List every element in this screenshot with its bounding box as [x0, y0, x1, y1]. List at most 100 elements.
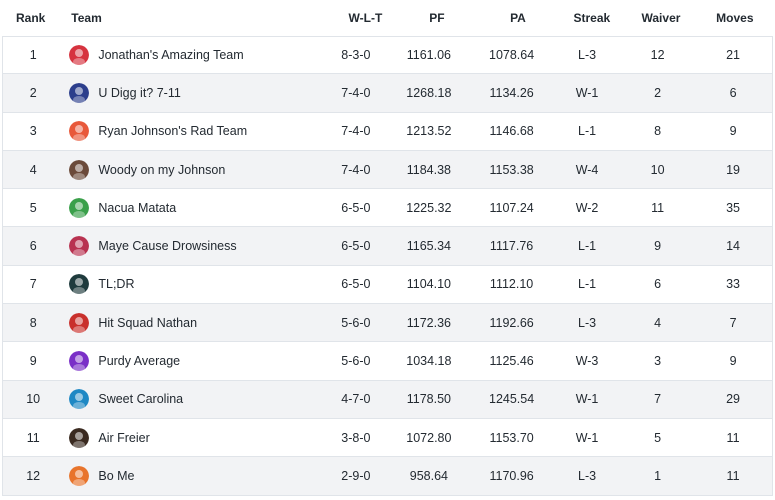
waiver-cell: 1: [654, 468, 662, 483]
swirl-logo-icon[interactable]: [69, 45, 90, 66]
team-cell: Ryan Johnson's Rad Team: [63, 121, 324, 142]
team-name-link[interactable]: Bo Me: [98, 468, 135, 483]
table-row: 9 Purdy Average 5-6-0 1034.18 1125.46 W-3 3 9: [2, 342, 773, 381]
panther-icon[interactable]: [69, 389, 90, 410]
rank-cell: 6: [29, 239, 37, 254]
streak-cell: W-1: [575, 430, 599, 445]
pa-cell: 1078.64: [489, 48, 535, 63]
streak-cell: W-1: [575, 85, 599, 100]
table-row: 8 Hit Squad Nathan 5-6-0 1172.36 1192.66 L-3 4…: [2, 304, 773, 343]
waiver-cell: 2: [654, 85, 662, 100]
rank-cell: 7: [29, 277, 37, 292]
wlt-cell: 7-4-0: [341, 124, 371, 139]
football-player-icon[interactable]: [69, 82, 90, 103]
waiver-cell: 10: [650, 162, 665, 177]
streak-cell: L-3: [578, 48, 597, 63]
header-streak[interactable]: Streak: [573, 11, 611, 25]
team-name-link[interactable]: U Digg it? 7-11: [98, 85, 181, 100]
team-cell: Purdy Average: [63, 351, 324, 372]
header-waiver[interactable]: Waiver: [641, 11, 681, 25]
player-photo-icon[interactable]: [69, 427, 90, 448]
team-name-link[interactable]: Air Freier: [98, 430, 150, 445]
pa-cell: 1153.70: [489, 430, 534, 445]
header-rank[interactable]: Rank: [16, 11, 46, 25]
moves-cell: 7: [729, 315, 737, 330]
rank-cell: 2: [29, 85, 37, 100]
foam-finger-icon[interactable]: [69, 121, 90, 142]
waiver-cell: 9: [654, 239, 662, 254]
pf-cell: 1178.50: [406, 392, 451, 407]
team-name-link[interactable]: Purdy Average: [98, 354, 181, 369]
person-photo-icon[interactable]: [69, 159, 90, 180]
waiver-cell: 5: [654, 430, 662, 445]
rank-cell: 1: [29, 48, 37, 63]
wlt-cell: 7-4-0: [341, 162, 371, 177]
header-pa[interactable]: PA: [510, 11, 526, 25]
pa-cell: 1107.24: [489, 200, 534, 215]
pa-cell: 1170.96: [489, 468, 534, 483]
pf-cell: 1161.06: [406, 48, 451, 63]
streak-cell: W-4: [575, 162, 599, 177]
header-moves[interactable]: Moves: [716, 11, 754, 25]
team-name-link[interactable]: Sweet Carolina: [98, 392, 184, 407]
rank-cell: 12: [26, 468, 41, 483]
team-cell: Hit Squad Nathan: [63, 312, 324, 333]
streak-cell: L-1: [578, 124, 597, 139]
rank-cell: 4: [29, 162, 37, 177]
rank-cell: 11: [26, 430, 40, 445]
purple-logo-icon[interactable]: [69, 351, 90, 372]
table-row: 5 Nacua Matata 6-5-0 1225.32 1107.24 W-2 11 35: [2, 189, 773, 228]
table-row: 12 Bo Me 2-9-0 958.64 1170.96 L-3 1 11: [2, 457, 773, 496]
header-pf[interactable]: PF: [429, 11, 445, 25]
wlt-cell: 6-5-0: [341, 200, 371, 215]
pf-cell: 1034.18: [406, 354, 452, 369]
jaguar-icon[interactable]: [69, 274, 90, 295]
team-cell: Sweet Carolina: [63, 389, 324, 410]
pa-cell: 1125.46: [489, 354, 534, 369]
waiver-cell: 4: [654, 315, 662, 330]
table-row: 10 Sweet Carolina 4-7-0 1178.50 1245.54 W-1 7 2…: [2, 380, 773, 419]
waiver-cell: 12: [650, 48, 665, 63]
header-team[interactable]: Team: [71, 11, 102, 25]
pa-cell: 1112.10: [489, 277, 534, 292]
team-name-link[interactable]: Woody on my Johnson: [98, 162, 226, 177]
team-cell: Nacua Matata: [63, 197, 324, 218]
rank-cell: 8: [29, 315, 37, 330]
table-row: 4 Woody on my Johnson 7-4-0 1184.38 1153.38 W…: [2, 150, 773, 190]
rank-cell: 5: [29, 200, 37, 215]
cartoon-character-icon[interactable]: [69, 197, 90, 218]
team-name-link[interactable]: Jonathan's Amazing Team: [98, 48, 244, 63]
table-header: Rank Team W-L-T PF PA Streak Waiver Move…: [2, 0, 773, 36]
flying-elvis-icon[interactable]: [69, 236, 90, 257]
team-cell: TL;DR: [63, 274, 324, 295]
moves-cell: 11: [726, 468, 740, 483]
team-cell: Bo Me: [63, 465, 324, 486]
team-cell: Woody on my Johnson: [63, 159, 324, 180]
team-name-link[interactable]: TL;DR: [98, 277, 135, 292]
pa-cell: 1153.38: [489, 162, 534, 177]
team-name-link[interactable]: Ryan Johnson's Rad Team: [98, 124, 248, 139]
waiver-cell: 8: [654, 124, 662, 139]
moves-cell: 9: [729, 354, 737, 369]
orange-logo-icon[interactable]: [69, 465, 90, 486]
table-row: 11 Air Freier 3-8-0 1072.80 1153.70 W-1 5 11: [2, 418, 773, 458]
team-name-link[interactable]: Maye Cause Drowsiness: [98, 239, 237, 254]
moves-cell: 19: [726, 162, 740, 177]
wlt-cell: 6-5-0: [341, 239, 371, 254]
team-name-link[interactable]: Hit Squad Nathan: [98, 315, 198, 330]
moves-cell: 9: [729, 124, 737, 139]
team-name-link[interactable]: Nacua Matata: [98, 200, 177, 215]
moves-cell: 29: [726, 392, 740, 407]
moves-cell: 14: [726, 239, 740, 254]
pa-cell: 1146.68: [489, 124, 534, 139]
waiver-cell: 6: [654, 277, 662, 292]
waiver-cell: 11: [651, 200, 665, 215]
pa-cell: 1192.66: [489, 315, 534, 330]
moves-cell: 35: [726, 200, 740, 215]
wlt-cell: 6-5-0: [341, 277, 371, 292]
wlt-cell: 5-6-0: [341, 315, 371, 330]
pf-cell: 1072.80: [406, 430, 452, 445]
helmet-icon[interactable]: [69, 312, 90, 333]
header-wlt[interactable]: W-L-T: [348, 11, 383, 25]
